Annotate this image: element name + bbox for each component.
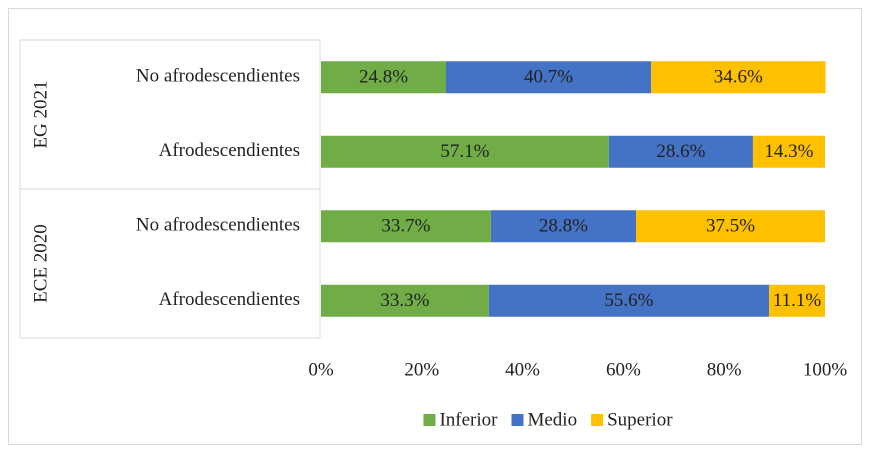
bar-segment	[321, 135, 609, 168]
value-label: 14.3%	[764, 141, 813, 162]
legend-swatch	[511, 414, 524, 426]
bar-segment	[651, 61, 826, 94]
x-tick-label: 80%	[707, 359, 742, 380]
legend-swatch	[423, 414, 436, 426]
bar-segment	[608, 135, 753, 168]
value-label: 40.7%	[524, 67, 573, 88]
value-label: 28.8%	[539, 216, 588, 237]
bar-segment	[769, 284, 825, 317]
value-label: 33.7%	[381, 216, 430, 237]
value-label: 37.5%	[706, 216, 755, 237]
legend-label: Superior	[607, 409, 673, 430]
bar-segment	[321, 61, 446, 94]
value-label: 57.1%	[440, 141, 489, 162]
x-tick-label: 40%	[505, 359, 540, 380]
bar-segment	[321, 210, 491, 243]
value-label: 55.6%	[604, 290, 653, 311]
x-tick-label: 100%	[803, 359, 848, 380]
category-label: Afrodescendientes	[159, 140, 300, 161]
legend-swatch	[591, 414, 604, 426]
bar-segment	[752, 135, 825, 168]
bar-segment	[490, 210, 636, 243]
legend-label: Inferior	[439, 409, 498, 430]
bar-segment	[636, 210, 825, 243]
value-label: 33.3%	[380, 290, 429, 311]
value-label: 28.6%	[656, 141, 705, 162]
category-label: No afrodescendientes	[136, 215, 300, 236]
group-label: ECE 2020	[30, 224, 51, 303]
x-tick-label: 60%	[606, 359, 641, 380]
bar-segment	[321, 284, 489, 317]
value-label: 24.8%	[359, 67, 408, 88]
bar-segment	[488, 284, 770, 317]
x-tick-label: 0%	[308, 359, 334, 380]
group-label: EG 2021	[30, 80, 51, 148]
bar-segment	[445, 61, 652, 94]
category-label: No afrodescendientes	[136, 66, 300, 87]
value-label: 34.6%	[714, 67, 763, 88]
value-label: 11.1%	[773, 290, 822, 311]
category-label: Afrodescendientes	[159, 289, 300, 310]
legend-label: Medio	[527, 409, 577, 430]
x-tick-label: 20%	[404, 359, 439, 380]
